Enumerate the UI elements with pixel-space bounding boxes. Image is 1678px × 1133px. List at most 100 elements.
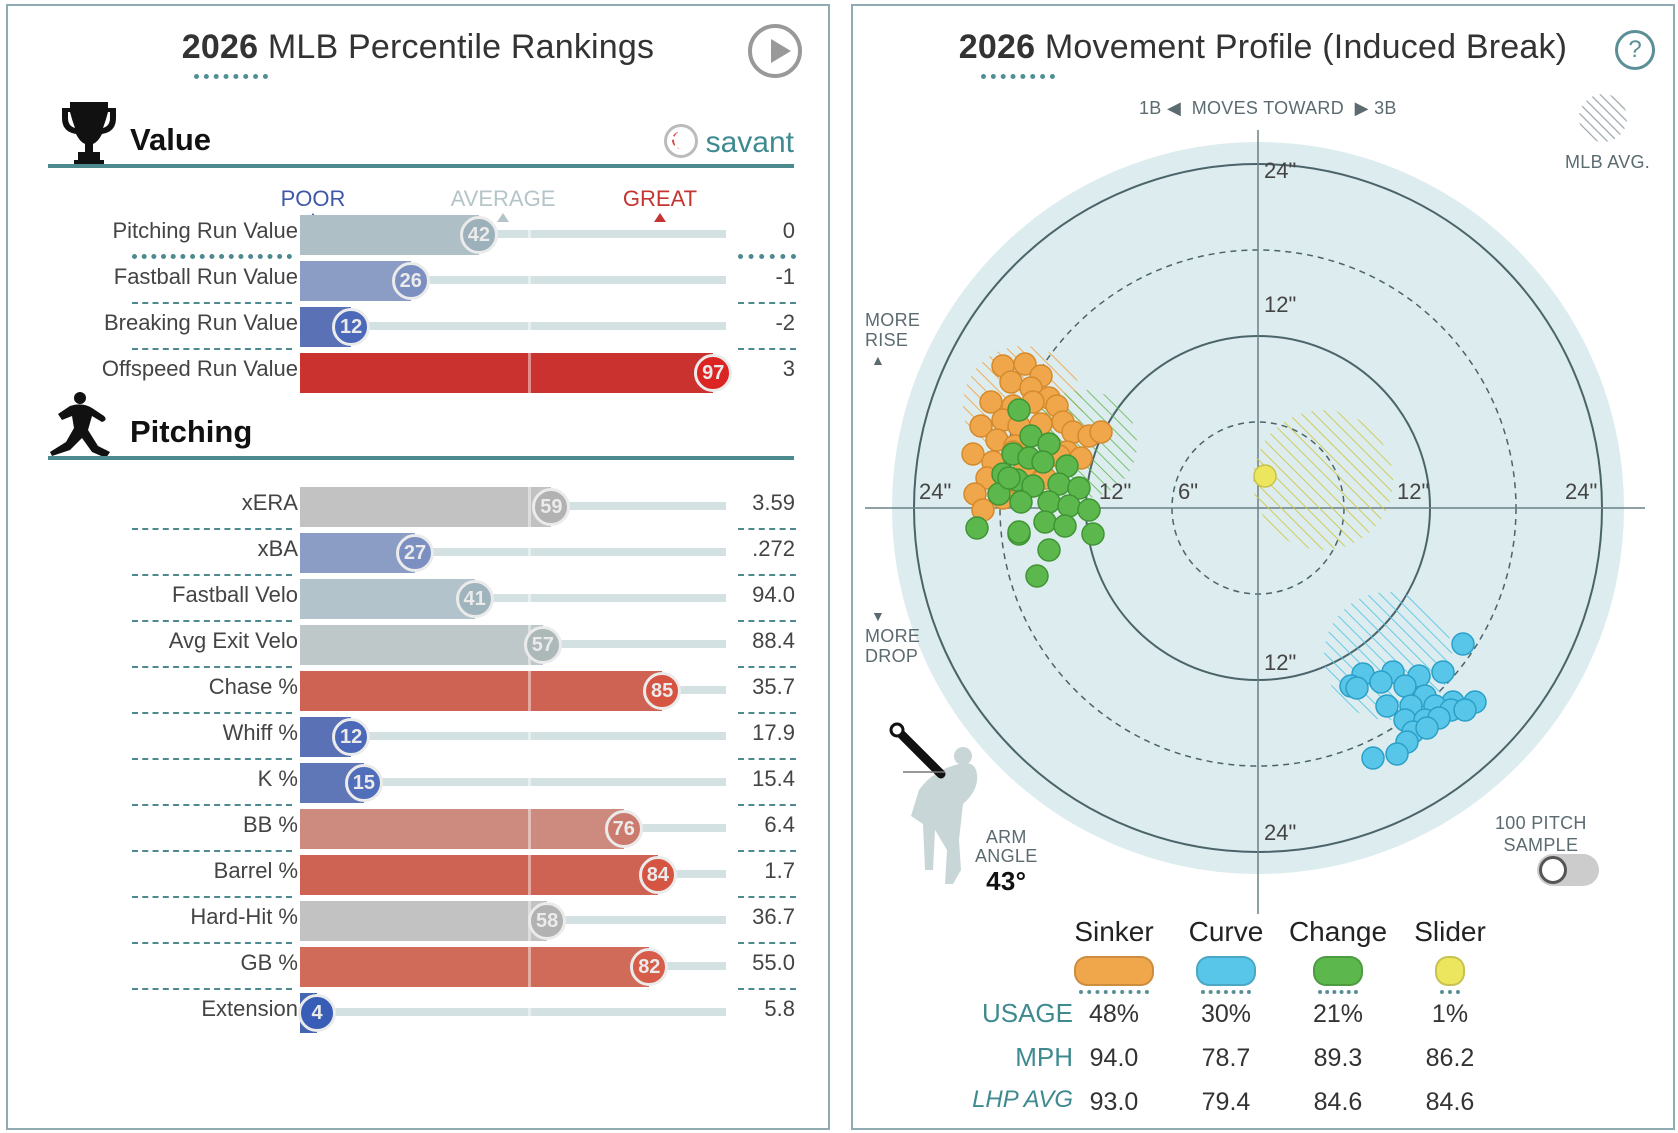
percentile-track xyxy=(300,548,726,556)
metric-name: Hard-Hit % xyxy=(190,904,298,929)
metric-value: 88.4 xyxy=(752,628,795,653)
percentile-bubble: 4 xyxy=(298,994,337,1032)
percentile-bubble: 58 xyxy=(528,902,567,940)
percentile-track xyxy=(300,778,726,786)
percentile-row[interactable]: K % 15 15.4 xyxy=(8,758,828,806)
pitch-swatch xyxy=(1196,956,1256,986)
mlb-avg-icon xyxy=(1579,94,1627,142)
curve-point xyxy=(1361,746,1385,770)
average-marker xyxy=(528,533,531,573)
row-divider xyxy=(132,850,292,852)
pitch-name: Curve xyxy=(1188,916,1264,947)
metric-name: Fastball Velo xyxy=(172,582,298,607)
lhp-avg-row-label: LHP AVG xyxy=(972,1086,1073,1113)
percentile-bubble: 26 xyxy=(391,262,430,300)
movement-title: 2026 Movement Profile (Induced Break) xyxy=(958,28,1568,66)
percentile-row[interactable]: Offspeed Run Value 97 3 xyxy=(8,348,828,394)
percentile-row[interactable]: Hard-Hit % 58 36.7 xyxy=(8,896,828,944)
average-arrow-icon xyxy=(497,213,509,222)
curve-point xyxy=(1451,632,1475,656)
section-rule xyxy=(48,456,794,460)
percentile-bar xyxy=(300,947,650,987)
savant-logo[interactable]: savant xyxy=(663,124,794,160)
percentile-track xyxy=(300,230,726,238)
row-divider xyxy=(132,302,292,304)
percentile-bubble: 15 xyxy=(344,764,383,802)
metric-value: .272 xyxy=(752,536,795,561)
change-point xyxy=(1007,520,1031,544)
metric-name: Pitching Run Value xyxy=(112,218,299,243)
pitch-usage-value: 21% xyxy=(1312,1000,1364,1028)
pitch-sample-toggle[interactable] xyxy=(1537,854,1599,886)
down-arrow-icon: ▼ xyxy=(871,608,886,624)
percentile-bubble: 12 xyxy=(332,308,371,346)
percentile-row[interactable]: Fastball Velo 41 94.0 xyxy=(8,574,828,622)
change-point xyxy=(997,466,1021,490)
metric-value: 0 xyxy=(782,218,795,243)
sinker-point xyxy=(961,442,985,466)
change-point xyxy=(1067,476,1091,500)
percentile-row[interactable]: xBA 27 .272 xyxy=(8,528,828,576)
row-divider xyxy=(132,804,292,806)
row-divider xyxy=(132,348,292,350)
change-point xyxy=(1077,498,1101,522)
pitch-usage-value: 48% xyxy=(1088,1000,1140,1028)
ring-label-24-top: 24" xyxy=(1264,158,1296,183)
row-divider xyxy=(132,942,292,944)
metric-value: 3 xyxy=(782,356,795,381)
metric-name: Fastball Run Value xyxy=(113,264,298,289)
percentile-row[interactable]: Fastball Run Value 26 -1 xyxy=(8,256,828,304)
great-arrow-icon xyxy=(654,213,666,222)
legend-slider[interactable]: Slider xyxy=(1385,916,1515,994)
row-divider xyxy=(132,758,292,760)
change-point xyxy=(1037,538,1061,562)
percentile-row[interactable]: Avg Exit Velo 57 88.4 xyxy=(8,620,828,668)
moves-toward-label: 1B ◀ MOVES TOWARD ▶ 3B xyxy=(1139,98,1397,118)
curve-point xyxy=(1431,660,1455,684)
help-button[interactable]: ? xyxy=(1615,30,1655,70)
ring-label-24-bottom: 24" xyxy=(1264,820,1296,845)
percentile-row[interactable]: Barrel % 84 1.7 xyxy=(8,850,828,898)
row-divider xyxy=(132,666,292,668)
average-marker xyxy=(528,215,531,255)
row-divider xyxy=(738,348,796,350)
slider-point xyxy=(1253,464,1277,488)
legend-change[interactable]: Change xyxy=(1273,916,1403,994)
section-rule xyxy=(48,164,794,168)
percentile-row[interactable]: BB % 76 6.4 xyxy=(8,804,828,852)
percentile-row[interactable]: Extension 4 5.8 xyxy=(8,988,828,1034)
percentile-row[interactable]: Pitching Run Value 42 0 xyxy=(8,210,828,259)
change-point xyxy=(1007,398,1031,422)
percentile-panel: 2026 MLB Percentile Rankings Value savan… xyxy=(6,4,830,1130)
percentile-bar xyxy=(300,533,416,573)
percentile-bubble: 97 xyxy=(694,354,733,392)
pitch-mph-value: 78.7 xyxy=(1201,1044,1251,1072)
percentile-row[interactable]: xERA 59 3.59 xyxy=(8,482,828,530)
row-divider xyxy=(132,620,292,622)
row-divider xyxy=(738,302,796,304)
legend-sinker[interactable]: Sinker xyxy=(1049,916,1179,994)
row-divider xyxy=(132,574,292,576)
percentile-row[interactable]: Chase % 85 35.7 xyxy=(8,666,828,714)
percentile-row[interactable]: Breaking Run Value 12 -2 xyxy=(8,302,828,350)
value-section-header: Value savant xyxy=(48,98,794,168)
row-divider xyxy=(738,666,796,668)
curve-point xyxy=(1345,676,1369,700)
change-point xyxy=(1081,522,1105,546)
percentile-row[interactable]: Whiff % 12 17.9 xyxy=(8,712,828,760)
movement-panel: 2026 Movement Profile (Induced Break) ? … xyxy=(851,4,1675,1130)
scale-great: GREAT xyxy=(620,186,700,222)
right-arrow-icon: ▶ xyxy=(1354,98,1369,118)
curve-point xyxy=(1453,698,1477,722)
pitch-swatch xyxy=(1074,956,1154,986)
metric-value: -1 xyxy=(775,264,795,289)
slider-avg-zone xyxy=(1253,410,1393,550)
metric-name: Avg Exit Velo xyxy=(168,628,298,653)
play-button[interactable] xyxy=(748,24,802,78)
percentile-row[interactable]: GB % 82 55.0 xyxy=(8,942,828,990)
pitching-section-label: Pitching xyxy=(130,414,253,449)
more-drop-label: ▼ MORE DROP xyxy=(865,608,921,666)
metric-value: 1.7 xyxy=(764,858,795,883)
ring-label-12-top: 12" xyxy=(1264,292,1296,317)
legend-curve[interactable]: Curve xyxy=(1161,916,1291,994)
